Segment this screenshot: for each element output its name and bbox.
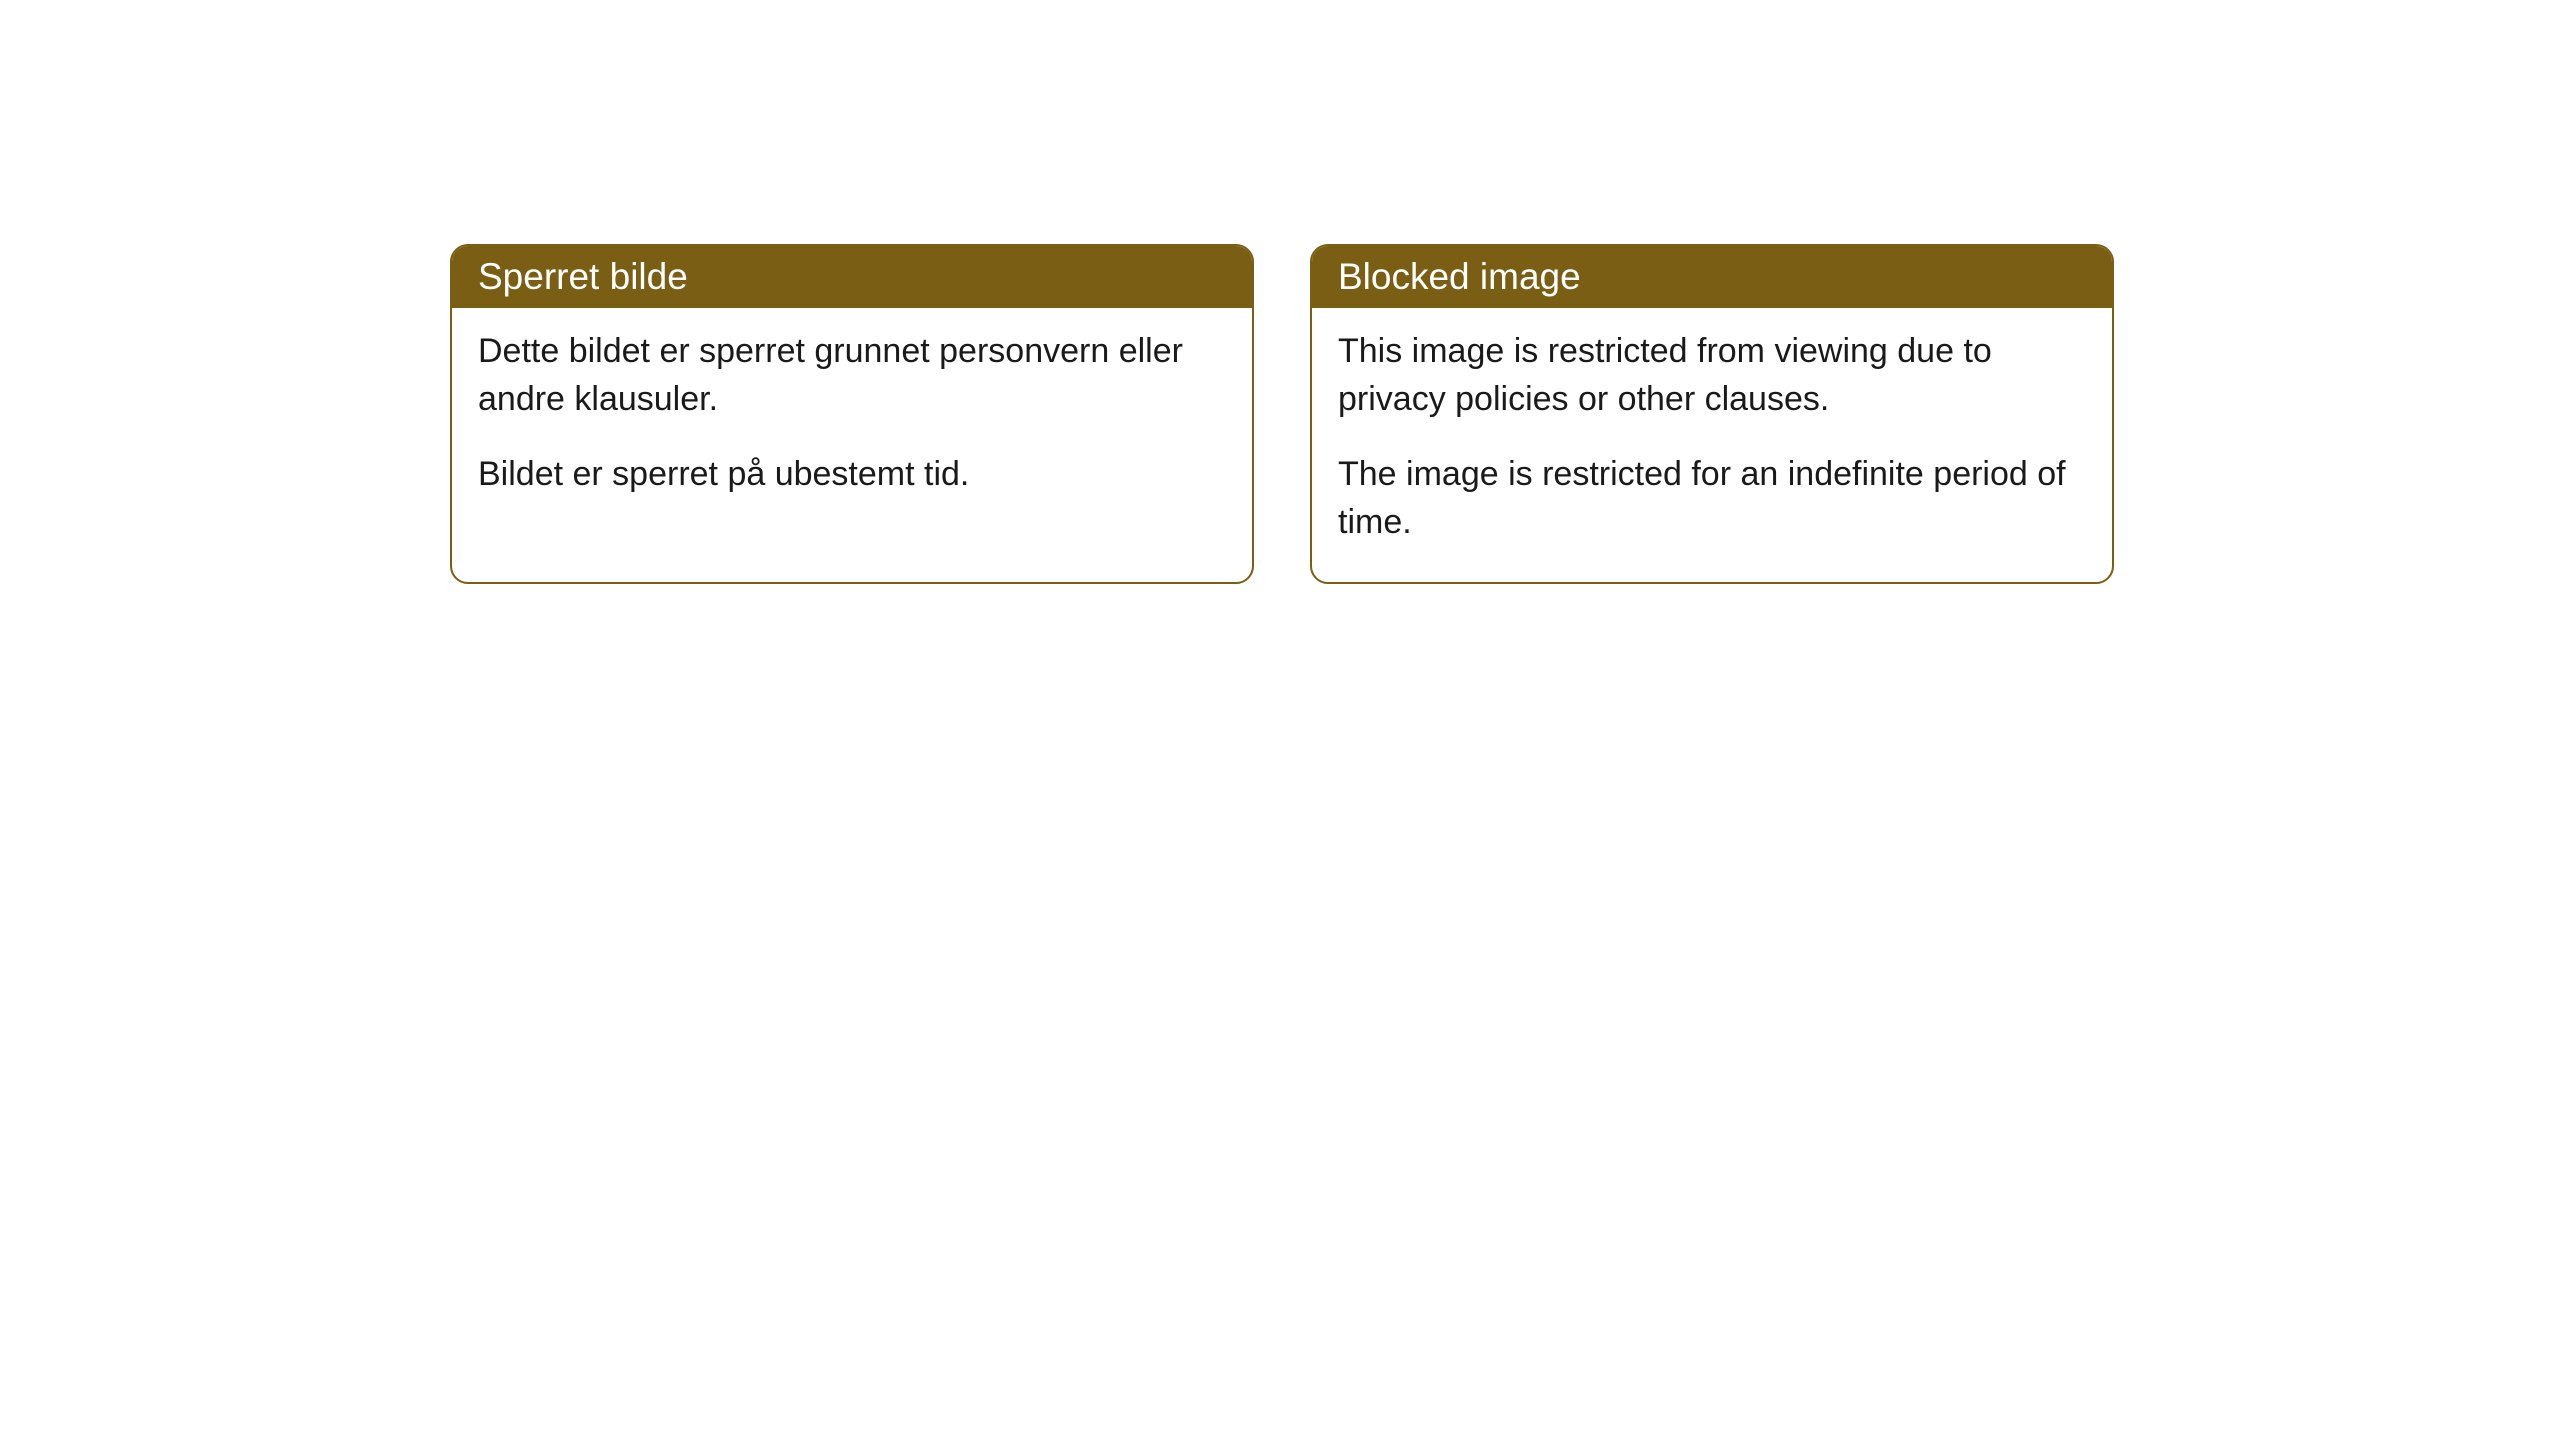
card-paragraph-1: Dette bildet er sperret grunnet personve… (478, 328, 1226, 423)
card-header: Sperret bilde (452, 246, 1252, 308)
blocked-image-card-english: Blocked image This image is restricted f… (1310, 244, 2114, 584)
cards-container: Sperret bilde Dette bildet er sperret gr… (450, 244, 2114, 584)
card-header: Blocked image (1312, 246, 2112, 308)
card-body: Dette bildet er sperret grunnet personve… (452, 308, 1252, 535)
card-body: This image is restricted from viewing du… (1312, 308, 2112, 582)
card-paragraph-2: Bildet er sperret på ubestemt tid. (478, 451, 1226, 499)
card-paragraph-1: This image is restricted from viewing du… (1338, 328, 2086, 423)
card-title: Sperret bilde (478, 256, 688, 297)
blocked-image-card-norwegian: Sperret bilde Dette bildet er sperret gr… (450, 244, 1254, 584)
card-title: Blocked image (1338, 256, 1581, 297)
card-paragraph-2: The image is restricted for an indefinit… (1338, 451, 2086, 546)
